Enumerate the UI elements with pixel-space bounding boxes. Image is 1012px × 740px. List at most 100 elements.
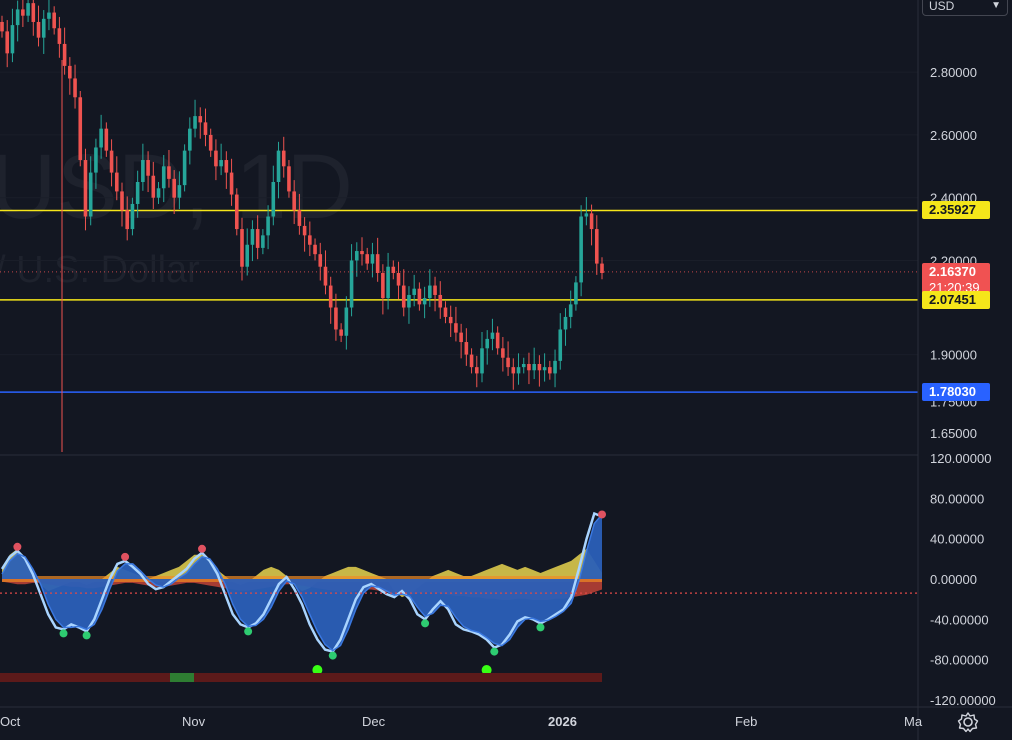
candle-body xyxy=(78,97,83,161)
candle-body xyxy=(5,31,10,54)
lower-line-price-label: 2.07451 xyxy=(922,290,990,309)
settings-button[interactable] xyxy=(957,711,979,733)
candle-body xyxy=(600,263,604,273)
candle-body xyxy=(31,3,36,22)
candle-body xyxy=(52,12,56,29)
candle-body xyxy=(146,160,150,176)
candle-body xyxy=(193,116,197,129)
candle-body xyxy=(360,251,364,255)
candle-body xyxy=(203,122,208,135)
time-tick-label: 2026 xyxy=(548,714,577,729)
candle-body xyxy=(396,273,401,286)
oscillator-tick-label: 0.00000 xyxy=(930,572,977,587)
oscillator-buy-dot xyxy=(536,623,545,632)
candle-body xyxy=(62,43,67,66)
candle-body xyxy=(219,160,223,167)
candle-body xyxy=(313,244,317,255)
candle-body xyxy=(214,150,218,167)
candle-body xyxy=(506,357,510,368)
time-tick-label: Nov xyxy=(182,714,206,729)
candle-body xyxy=(21,9,25,16)
candle-body xyxy=(568,304,573,317)
candle-body xyxy=(156,188,161,198)
candle-body xyxy=(323,266,328,286)
candle-body xyxy=(182,150,187,186)
candle-body xyxy=(68,65,72,79)
candle-body xyxy=(584,213,589,217)
candle-body xyxy=(41,18,46,38)
currency-selector[interactable]: USD ▼ xyxy=(922,0,1008,16)
candle-body xyxy=(120,191,124,211)
candle-body xyxy=(532,364,536,371)
candle-body xyxy=(495,332,500,349)
watermark-description: / U.S. Dollar xyxy=(0,249,200,291)
candle-body xyxy=(318,254,323,267)
price-tick-label: 2.60000 xyxy=(930,128,977,143)
candle-body xyxy=(407,294,411,308)
chevron-down-icon: ▼ xyxy=(991,0,1001,11)
candle-body xyxy=(308,235,312,245)
candle-body xyxy=(349,260,354,308)
candle-body xyxy=(109,150,114,173)
candle-body xyxy=(83,160,88,217)
candles xyxy=(0,0,918,452)
candle-body xyxy=(99,128,103,148)
candle-body xyxy=(188,128,192,151)
time-tick-label: Oct xyxy=(0,714,21,729)
oscillator-tick-label: -80.00000 xyxy=(930,653,989,668)
candle-body xyxy=(161,166,166,189)
candle-body xyxy=(594,229,599,264)
candle-body xyxy=(224,160,229,173)
candle-body xyxy=(381,273,385,299)
candle-body xyxy=(177,185,182,198)
oscillator-blue-area xyxy=(2,514,602,651)
candle-body xyxy=(469,354,474,368)
candle-body xyxy=(172,178,176,198)
candle-body xyxy=(297,210,302,226)
candle-body xyxy=(328,285,333,308)
candle-body xyxy=(422,298,427,305)
time-tick-label: Ma xyxy=(904,714,923,729)
price-tick-label: 2.80000 xyxy=(930,65,977,80)
oscillator-buy-dot xyxy=(82,631,91,640)
candle-body xyxy=(302,225,307,236)
current-price-value: 2.16370 xyxy=(929,263,976,279)
candle-body xyxy=(464,342,469,355)
candle-body xyxy=(10,25,15,54)
candle-body xyxy=(94,147,98,173)
candle-body xyxy=(141,160,145,182)
candle-body xyxy=(443,307,448,317)
candle-body xyxy=(433,285,437,295)
oscillator-sell-dot xyxy=(198,544,206,553)
candle-body xyxy=(516,367,521,374)
horizontal-lines[interactable] xyxy=(0,209,918,393)
oscillator-slow-line xyxy=(1,514,603,652)
candle-body xyxy=(474,367,479,374)
candle-body xyxy=(114,172,119,192)
candle-body xyxy=(428,285,432,299)
candle-body xyxy=(57,28,62,44)
candle-body xyxy=(151,175,156,198)
candle-body xyxy=(125,210,130,230)
candle-body xyxy=(88,172,93,217)
candle-body xyxy=(511,367,516,374)
candle-body xyxy=(73,78,77,98)
candle-body xyxy=(417,288,422,305)
candle-body xyxy=(208,134,213,151)
candle-body xyxy=(229,172,234,195)
candle-body xyxy=(412,288,416,295)
candle-body xyxy=(344,307,349,336)
candle-body xyxy=(292,191,296,211)
oscillator-sell-dot xyxy=(121,552,130,561)
oscillator-buy-dot xyxy=(421,619,430,628)
candle-body xyxy=(47,12,51,19)
oscillator-sell-dot xyxy=(13,542,22,551)
candle-body xyxy=(401,285,406,308)
oscillator-sell-dot xyxy=(598,510,606,519)
candle-body xyxy=(365,254,370,264)
oscillator-tick-label: 40.00000 xyxy=(930,532,984,547)
upper-line-price-label: 2.35927 xyxy=(922,201,990,220)
candle-body xyxy=(548,367,552,374)
candle-body xyxy=(271,182,276,217)
